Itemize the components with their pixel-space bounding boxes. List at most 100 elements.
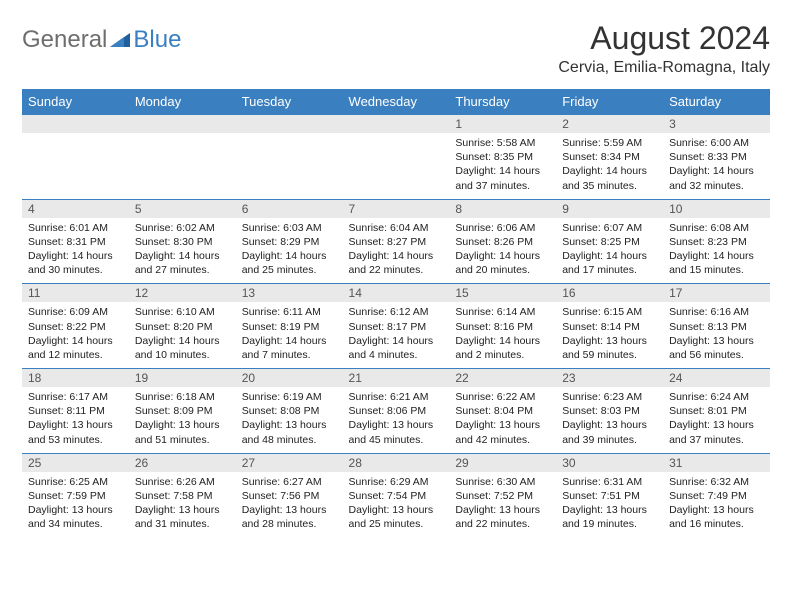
calendar-cell: 21Sunrise: 6:21 AMSunset: 8:06 PMDayligh… (343, 369, 450, 454)
day-line: Sunrise: 6:04 AM (349, 221, 444, 235)
title-block: August 2024 Cervia, Emilia-Romagna, Ital… (558, 20, 770, 77)
day-details: Sunrise: 6:12 AMSunset: 8:17 PMDaylight:… (343, 302, 450, 368)
day-line: Sunset: 8:11 PM (28, 404, 123, 418)
day-line: Sunrise: 6:31 AM (562, 475, 657, 489)
calendar-cell: 19Sunrise: 6:18 AMSunset: 8:09 PMDayligh… (129, 369, 236, 454)
day-number: 26 (129, 454, 236, 472)
header: General Blue August 2024 Cervia, Emilia-… (22, 20, 770, 77)
day-number (343, 115, 450, 133)
day-details: Sunrise: 6:25 AMSunset: 7:59 PMDaylight:… (22, 472, 129, 538)
day-details: Sunrise: 6:22 AMSunset: 8:04 PMDaylight:… (449, 387, 556, 453)
day-line: Daylight: 14 hours and 22 minutes. (349, 249, 444, 277)
calendar-cell: 12Sunrise: 6:10 AMSunset: 8:20 PMDayligh… (129, 284, 236, 369)
day-line: Sunrise: 6:17 AM (28, 390, 123, 404)
day-line: Daylight: 14 hours and 7 minutes. (242, 334, 337, 362)
day-number: 18 (22, 369, 129, 387)
day-line: Sunrise: 5:58 AM (455, 136, 550, 150)
day-line: Sunrise: 6:03 AM (242, 221, 337, 235)
day-header: Friday (556, 89, 663, 115)
day-header: Wednesday (343, 89, 450, 115)
day-line: Daylight: 13 hours and 19 minutes. (562, 503, 657, 531)
day-details: Sunrise: 6:31 AMSunset: 7:51 PMDaylight:… (556, 472, 663, 538)
day-line: Sunset: 8:17 PM (349, 320, 444, 334)
day-line: Sunset: 8:27 PM (349, 235, 444, 249)
page-subtitle: Cervia, Emilia-Romagna, Italy (558, 59, 770, 77)
day-number: 7 (343, 200, 450, 218)
calendar-cell: 2Sunrise: 5:59 AMSunset: 8:34 PMDaylight… (556, 115, 663, 200)
day-line: Sunset: 7:49 PM (669, 489, 764, 503)
day-line: Sunrise: 6:15 AM (562, 305, 657, 319)
calendar-week-row: 1Sunrise: 5:58 AMSunset: 8:35 PMDaylight… (22, 115, 770, 200)
day-number: 3 (663, 115, 770, 133)
day-number: 28 (343, 454, 450, 472)
day-line: Daylight: 13 hours and 28 minutes. (242, 503, 337, 531)
day-header: Tuesday (236, 89, 343, 115)
calendar-cell: 1Sunrise: 5:58 AMSunset: 8:35 PMDaylight… (449, 115, 556, 200)
day-number: 20 (236, 369, 343, 387)
day-number: 29 (449, 454, 556, 472)
day-line: Sunset: 7:58 PM (135, 489, 230, 503)
calendar-cell: 24Sunrise: 6:24 AMSunset: 8:01 PMDayligh… (663, 369, 770, 454)
calendar-cell: 28Sunrise: 6:29 AMSunset: 7:54 PMDayligh… (343, 453, 450, 537)
day-line: Sunset: 8:13 PM (669, 320, 764, 334)
day-details: Sunrise: 6:06 AMSunset: 8:26 PMDaylight:… (449, 218, 556, 284)
day-line: Daylight: 13 hours and 39 minutes. (562, 418, 657, 446)
day-line: Sunrise: 6:21 AM (349, 390, 444, 404)
day-line: Daylight: 14 hours and 17 minutes. (562, 249, 657, 277)
day-details: Sunrise: 6:11 AMSunset: 8:19 PMDaylight:… (236, 302, 343, 368)
calendar-cell: 15Sunrise: 6:14 AMSunset: 8:16 PMDayligh… (449, 284, 556, 369)
day-line: Sunset: 7:52 PM (455, 489, 550, 503)
day-line: Daylight: 13 hours and 37 minutes. (669, 418, 764, 446)
day-details: Sunrise: 6:30 AMSunset: 7:52 PMDaylight:… (449, 472, 556, 538)
day-line: Daylight: 14 hours and 4 minutes. (349, 334, 444, 362)
day-line: Sunset: 8:03 PM (562, 404, 657, 418)
day-details: Sunrise: 6:10 AMSunset: 8:20 PMDaylight:… (129, 302, 236, 368)
calendar-cell: 6Sunrise: 6:03 AMSunset: 8:29 PMDaylight… (236, 199, 343, 284)
calendar-cell: 27Sunrise: 6:27 AMSunset: 7:56 PMDayligh… (236, 453, 343, 537)
day-number: 10 (663, 200, 770, 218)
calendar-cell (22, 115, 129, 200)
day-line: Daylight: 13 hours and 16 minutes. (669, 503, 764, 531)
day-number (129, 115, 236, 133)
day-line: Sunset: 8:25 PM (562, 235, 657, 249)
day-line: Sunset: 7:51 PM (562, 489, 657, 503)
day-line: Daylight: 13 hours and 22 minutes. (455, 503, 550, 531)
day-number: 14 (343, 284, 450, 302)
day-line: Sunrise: 6:02 AM (135, 221, 230, 235)
day-details: Sunrise: 6:09 AMSunset: 8:22 PMDaylight:… (22, 302, 129, 368)
day-details: Sunrise: 6:00 AMSunset: 8:33 PMDaylight:… (663, 133, 770, 199)
day-details: Sunrise: 6:02 AMSunset: 8:30 PMDaylight:… (129, 218, 236, 284)
day-number: 1 (449, 115, 556, 133)
day-line: Sunset: 8:22 PM (28, 320, 123, 334)
day-number: 2 (556, 115, 663, 133)
calendar-cell: 31Sunrise: 6:32 AMSunset: 7:49 PMDayligh… (663, 453, 770, 537)
day-line: Daylight: 14 hours and 35 minutes. (562, 164, 657, 192)
calendar-cell: 20Sunrise: 6:19 AMSunset: 8:08 PMDayligh… (236, 369, 343, 454)
day-line: Daylight: 13 hours and 42 minutes. (455, 418, 550, 446)
day-details (343, 133, 450, 195)
day-line: Sunset: 8:30 PM (135, 235, 230, 249)
day-number: 22 (449, 369, 556, 387)
day-details: Sunrise: 6:14 AMSunset: 8:16 PMDaylight:… (449, 302, 556, 368)
day-header: Sunday (22, 89, 129, 115)
day-header: Saturday (663, 89, 770, 115)
calendar-week-row: 4Sunrise: 6:01 AMSunset: 8:31 PMDaylight… (22, 199, 770, 284)
day-line: Sunset: 8:26 PM (455, 235, 550, 249)
day-details: Sunrise: 6:17 AMSunset: 8:11 PMDaylight:… (22, 387, 129, 453)
day-number: 15 (449, 284, 556, 302)
day-number (236, 115, 343, 133)
calendar-page: General Blue August 2024 Cervia, Emilia-… (0, 0, 792, 557)
day-line: Sunrise: 5:59 AM (562, 136, 657, 150)
calendar-cell: 10Sunrise: 6:08 AMSunset: 8:23 PMDayligh… (663, 199, 770, 284)
calendar-cell: 22Sunrise: 6:22 AMSunset: 8:04 PMDayligh… (449, 369, 556, 454)
day-line: Sunrise: 6:22 AM (455, 390, 550, 404)
day-number: 23 (556, 369, 663, 387)
day-line: Daylight: 14 hours and 20 minutes. (455, 249, 550, 277)
day-line: Sunrise: 6:19 AM (242, 390, 337, 404)
day-line: Sunrise: 6:23 AM (562, 390, 657, 404)
logo-text-blue: Blue (133, 26, 181, 54)
calendar-table: Sunday Monday Tuesday Wednesday Thursday… (22, 89, 770, 537)
day-line: Sunset: 8:29 PM (242, 235, 337, 249)
day-line: Sunrise: 6:26 AM (135, 475, 230, 489)
day-details: Sunrise: 6:08 AMSunset: 8:23 PMDaylight:… (663, 218, 770, 284)
